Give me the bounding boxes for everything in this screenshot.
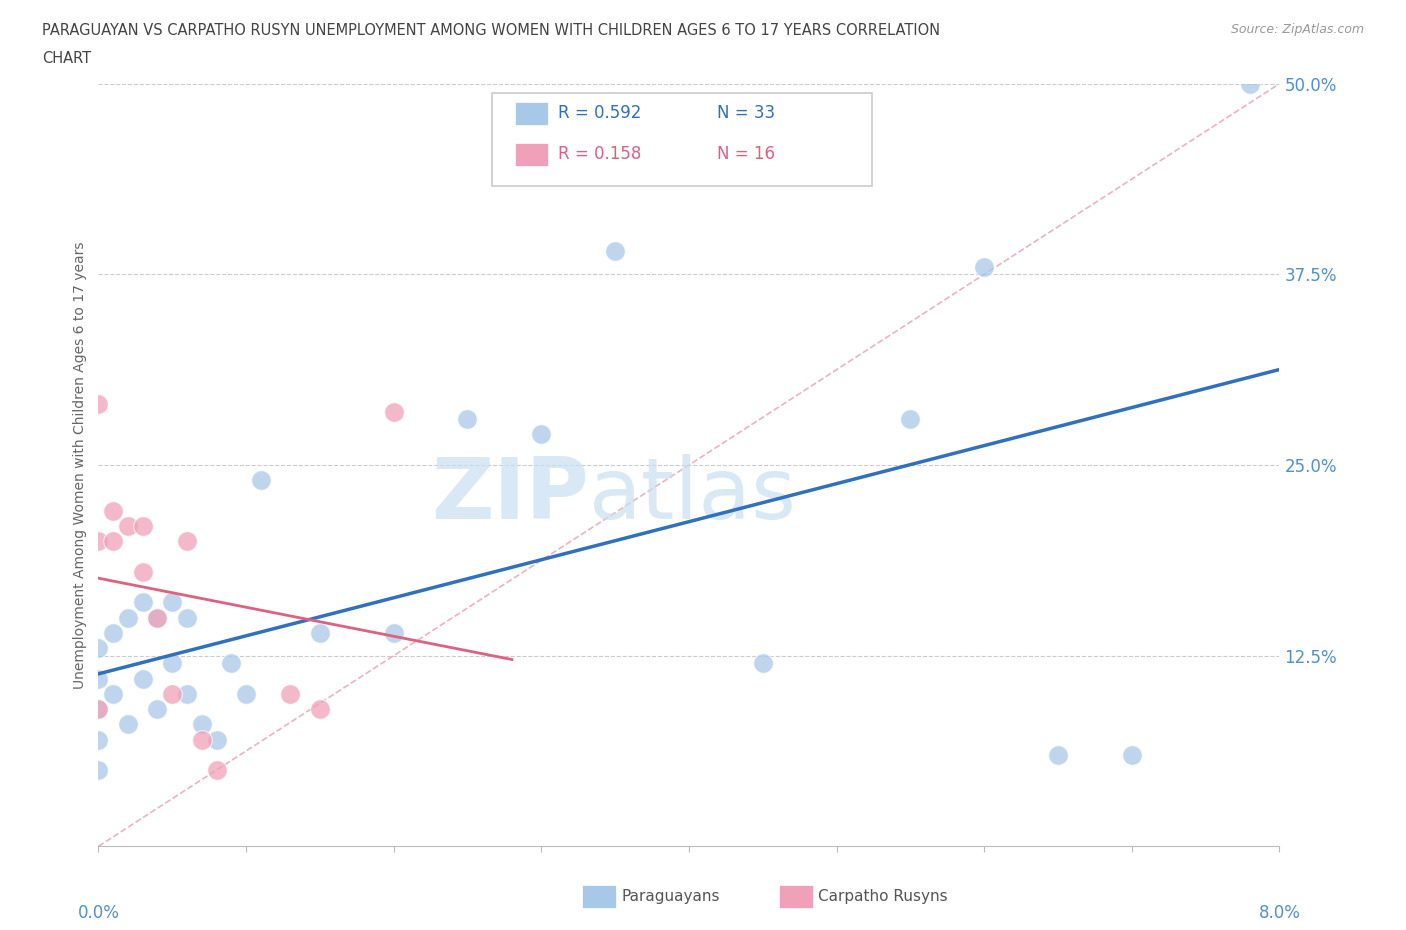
Point (190, 717, 214, 732)
Point (605, 244, 627, 259)
Text: 8.0%: 8.0% (1258, 904, 1301, 923)
Text: atlas: atlas (589, 454, 797, 537)
Text: Carpatho Rusyns: Carpatho Rusyns (818, 889, 948, 904)
Point (205, 732, 228, 747)
Point (87, 396, 110, 411)
Point (103, 534, 125, 549)
Point (87, 534, 110, 549)
Point (117, 717, 139, 732)
Point (162, 595, 183, 610)
Point (308, 625, 332, 640)
Point (235, 686, 257, 701)
Point (117, 610, 139, 625)
Text: N = 16: N = 16 (717, 145, 775, 164)
Point (973, 259, 995, 274)
Point (898, 412, 921, 427)
Point (87, 671, 110, 686)
Point (87, 701, 110, 716)
Text: R = 0.592: R = 0.592 (558, 104, 641, 123)
Point (1239, 76, 1261, 91)
Point (219, 656, 242, 671)
Point (382, 405, 405, 419)
Text: ZIP: ZIP (430, 454, 589, 537)
Point (176, 686, 198, 701)
Point (176, 534, 198, 549)
Point (146, 610, 169, 625)
Point (190, 732, 214, 747)
Point (132, 595, 155, 610)
Point (132, 565, 155, 579)
Y-axis label: Unemployment Among Women with Children Ages 6 to 17 years: Unemployment Among Women with Children A… (73, 241, 87, 689)
Point (132, 519, 155, 534)
Point (162, 656, 183, 671)
Point (146, 610, 169, 625)
Point (205, 763, 228, 777)
Point (456, 412, 478, 427)
Point (87, 701, 110, 716)
Point (162, 686, 183, 701)
Point (382, 625, 405, 640)
Point (278, 686, 301, 701)
Text: CHART: CHART (42, 51, 91, 66)
Point (87, 641, 110, 656)
Text: 0.0%: 0.0% (77, 904, 120, 923)
Text: N = 33: N = 33 (717, 104, 775, 123)
Point (1121, 748, 1143, 763)
Point (308, 701, 332, 716)
Point (530, 427, 553, 442)
Point (117, 519, 139, 534)
Text: Paraguayans: Paraguayans (621, 889, 720, 904)
Text: R = 0.158: R = 0.158 (558, 145, 641, 164)
Text: Source: ZipAtlas.com: Source: ZipAtlas.com (1230, 23, 1364, 36)
Point (1046, 748, 1069, 763)
Point (751, 656, 773, 671)
Point (103, 686, 125, 701)
Point (103, 503, 125, 518)
Point (87, 763, 110, 777)
Point (250, 472, 273, 487)
Point (132, 671, 155, 686)
Text: PARAGUAYAN VS CARPATHO RUSYN UNEMPLOYMENT AMONG WOMEN WITH CHILDREN AGES 6 TO 17: PARAGUAYAN VS CARPATHO RUSYN UNEMPLOYMEN… (42, 23, 941, 38)
Point (146, 701, 169, 716)
Point (103, 625, 125, 640)
Point (176, 610, 198, 625)
Point (87, 732, 110, 747)
